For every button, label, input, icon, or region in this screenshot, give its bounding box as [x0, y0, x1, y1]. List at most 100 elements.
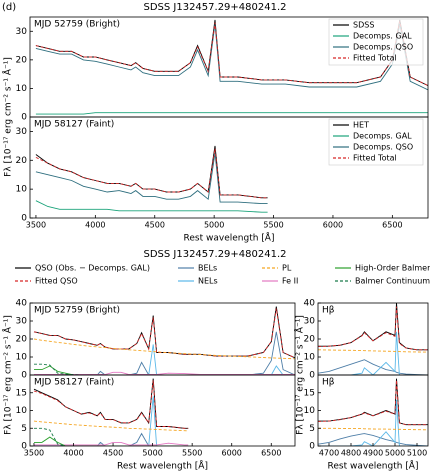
- y-tick-label: 0: [309, 371, 315, 381]
- series-line: [318, 331, 428, 375]
- y-tick-label: 0: [309, 442, 315, 452]
- series-line: [35, 24, 428, 91]
- y-tick-label: 30: [304, 317, 316, 327]
- series-line: [35, 148, 268, 199]
- legend-label: HET: [353, 121, 369, 130]
- y-tick-label: 0: [21, 214, 27, 224]
- series-line: [34, 331, 295, 375]
- x-tick-label: 6500: [382, 221, 402, 230]
- series-line: [318, 427, 428, 431]
- legend-label: Fitted Total: [353, 54, 397, 63]
- y-tick-label: 40: [16, 299, 28, 309]
- legend-label: Fe II: [282, 277, 298, 286]
- legend-label: Decomps. QSO: [353, 43, 413, 52]
- panel-annotation: MJD 58127 (Faint): [34, 120, 114, 130]
- y-tick-label: 10: [16, 84, 28, 94]
- chart-title: SDSS J132457.29+480241.2: [143, 249, 286, 260]
- y-tick-label: 15: [304, 388, 315, 398]
- legend-label: NELs: [198, 277, 218, 286]
- series-line: [35, 112, 428, 115]
- series-line: [33, 420, 189, 432]
- series-line: [34, 432, 189, 446]
- x-tick-label: 5000: [204, 221, 224, 230]
- panel-annotation: MJD 58127 (Faint): [34, 378, 114, 388]
- panel-annotation: Hβ: [322, 306, 335, 316]
- series-line: [34, 436, 189, 446]
- legend-label: BELs: [198, 264, 217, 273]
- y-tick-label: 20: [16, 156, 28, 166]
- series-line: [34, 427, 189, 446]
- legend-label: SDSS: [353, 21, 374, 30]
- x-tick-label: 4800: [341, 449, 361, 458]
- series-line: [34, 396, 189, 446]
- legend-label: QSO (Obs. − Decomps. GAL): [35, 264, 150, 273]
- legend-label: Fitted Total: [353, 154, 397, 163]
- x-tick-label: 6500: [261, 449, 281, 458]
- series-line: [318, 306, 428, 351]
- plot-area: [33, 378, 189, 446]
- y-tick-label: 20: [16, 55, 28, 65]
- panel-label: (d): [2, 2, 16, 13]
- x-tick-label: 3500: [24, 449, 44, 458]
- x-tick-label: 4500: [103, 449, 123, 458]
- x-tick-label: 5100: [407, 449, 427, 458]
- x-tick-label: 5500: [182, 449, 202, 458]
- y-axis-label: Fλ [10⁻¹⁷ erg cm⁻² s⁻¹ Å⁻¹]: [2, 57, 14, 177]
- panel-annotation: MJD 52759 (Bright): [34, 20, 120, 30]
- plot-area: [318, 378, 428, 446]
- y-tick-label: 20: [304, 335, 316, 345]
- x-axis-label: Rest wavelength [Å]: [328, 460, 419, 472]
- y-tick-label: 30: [16, 27, 28, 37]
- plot-area: [318, 303, 428, 375]
- x-tick-label: 4500: [145, 221, 165, 230]
- series-line: [35, 200, 268, 213]
- series-line: [34, 363, 295, 375]
- series-line: [318, 380, 428, 426]
- y-tick-label: 5: [309, 424, 315, 434]
- series-line: [33, 338, 295, 360]
- plot-area: [33, 306, 295, 375]
- x-tick-label: 5000: [385, 449, 405, 458]
- axes-frame: [29, 116, 429, 219]
- series-line: [318, 349, 428, 353]
- series-line: [318, 359, 428, 375]
- x-tick-label: 6000: [222, 449, 242, 458]
- series-line: [34, 344, 295, 375]
- y-tick-label: 40: [304, 299, 316, 309]
- y-tick-label: 10: [16, 406, 28, 416]
- x-tick-label: 4700: [319, 449, 339, 458]
- legend-box: [328, 18, 424, 66]
- y-axis-label: Fλ [10⁻¹⁷ erg cm⁻² s⁻¹ Å⁻¹]: [294, 315, 306, 435]
- legend-label: Decomps. QSO: [353, 143, 413, 152]
- legend-box: [328, 118, 424, 166]
- y-tick-label: 15: [16, 388, 27, 398]
- x-tick-label: 5000: [142, 449, 162, 458]
- y-tick-label: 10: [16, 185, 28, 195]
- legend-label: Decomps. GAL: [353, 32, 412, 41]
- legend-label: Fitted QSO: [35, 277, 78, 286]
- y-tick-label: 10: [16, 353, 28, 363]
- y-tick-label: 30: [16, 127, 28, 137]
- chart-title: SDSS J132457.29+480241.2: [143, 2, 286, 13]
- series-line: [318, 433, 428, 446]
- series-line: [318, 399, 428, 446]
- y-tick-label: 20: [16, 335, 28, 345]
- panel-annotation: MJD 52759 (Bright): [34, 306, 120, 316]
- y-tick-label: 10: [304, 353, 316, 363]
- series-line: [35, 153, 268, 205]
- y-axis-label: Fλ [10⁻¹⁷ erg cm⁻² s⁻¹ Å⁻¹]: [2, 315, 14, 435]
- y-tick-label: 0: [21, 442, 27, 452]
- y-tick-label: 0: [21, 113, 27, 123]
- series-line: [35, 21, 428, 87]
- x-axis-label: Rest wavelength [Å]: [184, 232, 275, 244]
- y-tick-label: 5: [21, 424, 27, 434]
- plot-area: [35, 145, 268, 213]
- x-tick-label: 4000: [63, 449, 83, 458]
- legend-label: High-Order Balmer Lines: [355, 264, 430, 273]
- legend-label: PL: [282, 264, 292, 273]
- x-tick-label: 5500: [263, 221, 283, 230]
- panel-annotation: Hβ: [322, 378, 335, 388]
- legend-label: Balmer Continuum: [355, 277, 430, 286]
- legend-label: Decomps. GAL: [353, 132, 412, 141]
